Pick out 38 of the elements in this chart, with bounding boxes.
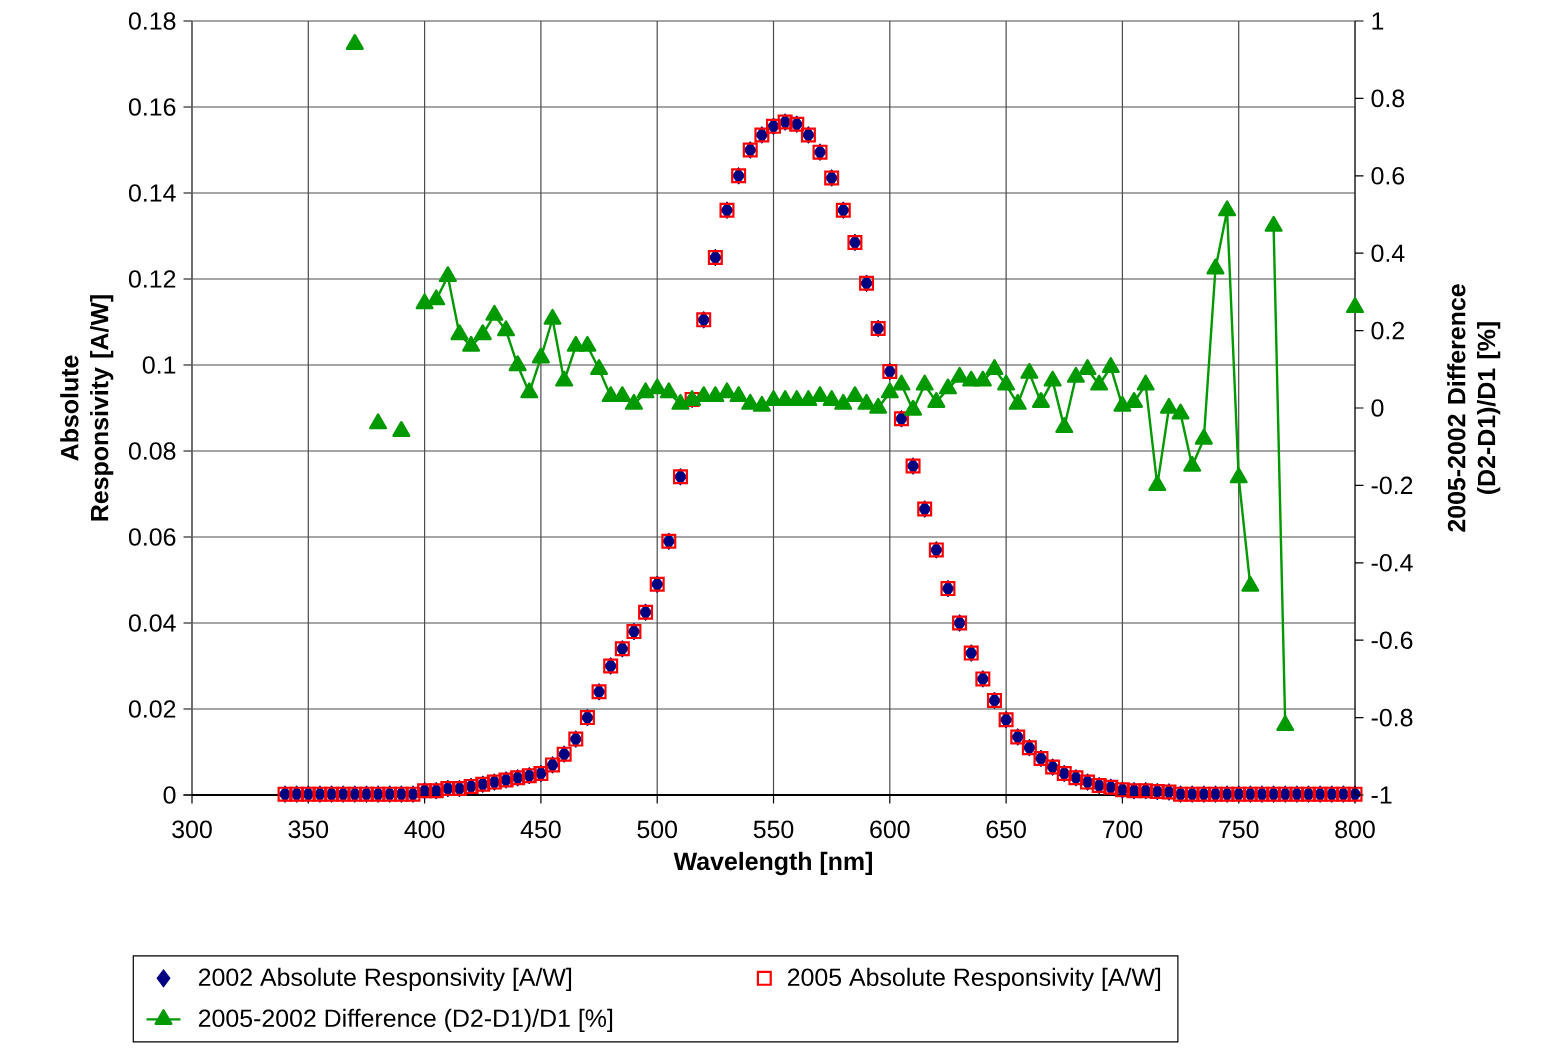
x-tick-label: 650 bbox=[986, 820, 1026, 839]
x-tick-label: 500 bbox=[637, 820, 677, 839]
y-tick-label: 0.12 bbox=[128, 270, 176, 288]
legend-label: 2005-2002 Difference (D2-D1)/D1 [%] bbox=[198, 1008, 613, 1033]
x-tick-label: 300 bbox=[172, 820, 212, 839]
y2-tick-label: -0.6 bbox=[1371, 631, 1413, 650]
x-tick-label: 550 bbox=[753, 820, 794, 839]
y-tick-label: 0.08 bbox=[128, 442, 176, 460]
y2-tick-label: 0.6 bbox=[1371, 166, 1405, 185]
y2-tick-label: -1 bbox=[1371, 786, 1392, 804]
y-tick-label: 0.06 bbox=[128, 528, 176, 546]
y2-tick-label: 0.4 bbox=[1371, 244, 1405, 263]
y-tick-label: 0.14 bbox=[128, 184, 176, 202]
legend-label: 2005 Absolute Responsivity [A/W] bbox=[787, 967, 1161, 992]
y-tick-label: 0.04 bbox=[128, 614, 176, 632]
y-tick-label: 0.18 bbox=[128, 12, 176, 30]
y2-axis-title: 2005-2002 Difference (D2-D1)/D1 [%] bbox=[1447, 284, 1501, 532]
y2-tick-label: 1 bbox=[1372, 12, 1384, 30]
y-tick-label: 0 bbox=[163, 786, 176, 804]
y2-tick-label: -0.8 bbox=[1371, 708, 1413, 727]
y-tick-label: 0.1 bbox=[142, 356, 176, 374]
y2-tick-label: -0.2 bbox=[1371, 476, 1413, 495]
x-tick-label: 400 bbox=[404, 820, 445, 839]
y2-tick-label: 0 bbox=[1371, 399, 1384, 417]
x-tick-label: 750 bbox=[1219, 820, 1259, 839]
x-axis-title: Wavelength [nm] bbox=[673, 851, 872, 876]
y-tick-label: 0.02 bbox=[128, 700, 176, 718]
y-axis-title: Absolute Responsivity [A/W] bbox=[60, 295, 114, 521]
y2-tick-label: 0.2 bbox=[1371, 321, 1404, 340]
y2-tick-label: 0.8 bbox=[1371, 89, 1405, 108]
y2-tick-label: -0.4 bbox=[1371, 554, 1413, 572]
x-tick-label: 450 bbox=[520, 820, 561, 839]
x-tick-label: 600 bbox=[870, 820, 910, 839]
legend-label: 2002 Absolute Responsivity [A/W] bbox=[198, 967, 572, 992]
x-tick-label: 700 bbox=[1102, 820, 1143, 839]
y-tick-label: 0.16 bbox=[128, 98, 176, 116]
x-tick-label: 350 bbox=[288, 820, 329, 839]
x-tick-label: 800 bbox=[1335, 820, 1375, 839]
